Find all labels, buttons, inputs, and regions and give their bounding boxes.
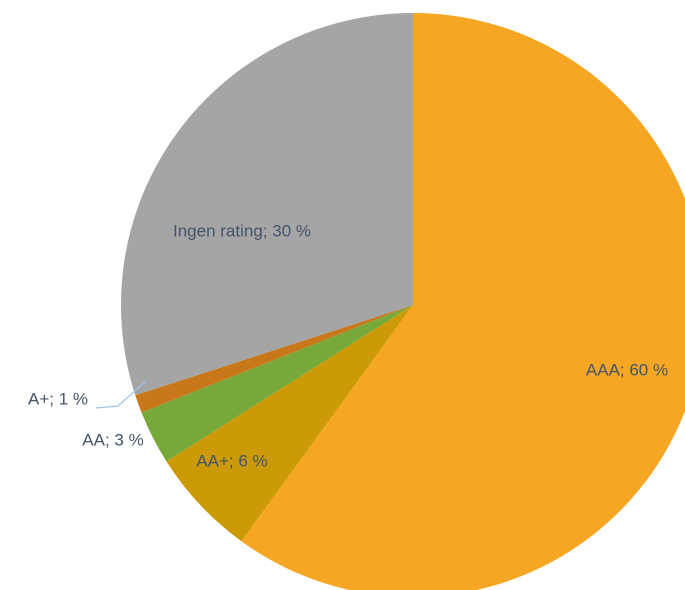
data-label: AAA; 60 % [586, 360, 668, 379]
data-label: Ingen rating; 30 % [173, 221, 311, 240]
data-label: AA+; 6 % [196, 451, 267, 470]
pie-slice [120, 13, 414, 396]
data-label: A+; 1 % [28, 389, 88, 408]
pie-slice [241, 13, 685, 590]
pie-slice [141, 305, 414, 462]
leader-line [95, 380, 147, 409]
pie-slice [135, 305, 413, 413]
data-label: AA; 3 % [82, 430, 143, 449]
pie-slice [166, 305, 413, 542]
